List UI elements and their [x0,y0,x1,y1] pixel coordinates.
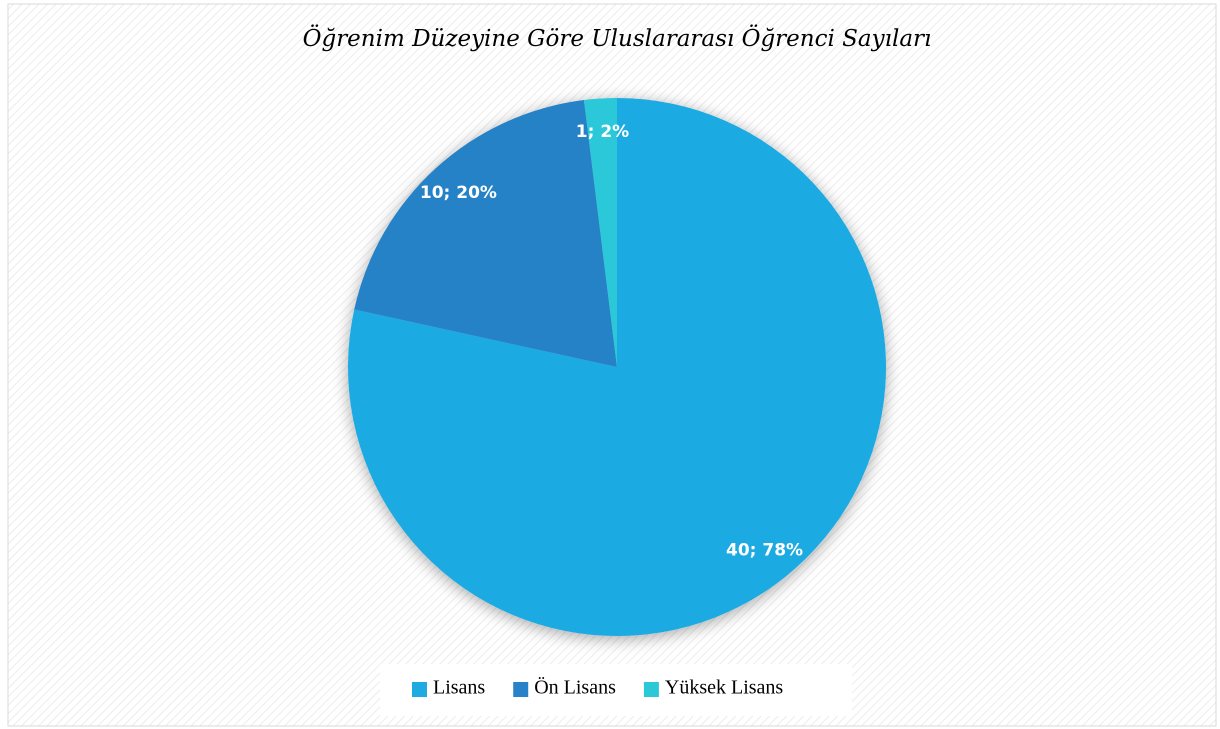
legend-label: Lisans [433,677,485,699]
legend-label: Ön Lisans [534,676,616,699]
chart-title: Öğrenim Düzeyine Göre Uluslararası Öğren… [303,25,932,52]
pie-slice [583,98,617,367]
data-label: 1; 2% [576,122,629,142]
legend-box [380,664,852,716]
data-label: 40; 78% [726,540,803,560]
legend-swatch [643,682,659,697]
legend-swatch [412,682,427,697]
legend-swatch [513,682,529,697]
data-label: 10; 20% [420,183,497,203]
pie-slice [354,100,617,367]
pie [348,98,886,636]
legend-label: Yüksek Lisans [665,677,784,699]
